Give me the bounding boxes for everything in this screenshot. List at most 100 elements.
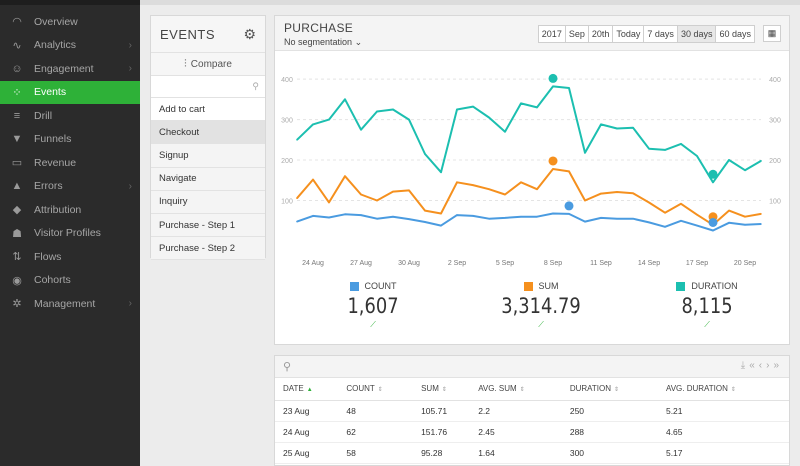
event-item[interactable]: Add to cart <box>151 98 265 122</box>
column-header[interactable]: SUM ⇕ <box>413 378 471 401</box>
compare-button[interactable]: ⫶ Compare <box>151 53 265 76</box>
funnel-icon: ▼ <box>11 133 23 146</box>
sidebar-item-drill[interactable]: ≡ Drill <box>0 104 140 128</box>
event-item[interactable]: Navigate <box>151 167 265 191</box>
y-tick-label-right: 200 <box>769 158 781 165</box>
chart-panel: PURCHASE No segmentation ⌄ 2017 Sep 20th To… <box>274 15 790 345</box>
download-icon[interactable]: ⤓ <box>740 360 750 371</box>
table-toolbar: ⚲ ⤓«‹›» <box>275 356 789 378</box>
table-cell: 58 <box>338 442 414 464</box>
period-button[interactable]: 20th <box>589 26 614 42</box>
sidebar-item-cohorts[interactable]: ◉ Cohorts <box>0 269 140 293</box>
period-button[interactable]: 2017 <box>539 26 566 42</box>
annotation-marker[interactable] <box>708 169 718 179</box>
event-search-input[interactable] <box>151 76 265 97</box>
sort-icon: ⇕ <box>441 387 447 394</box>
data-point <box>680 202 682 205</box>
data-point <box>584 220 586 223</box>
event-item[interactable]: Purchase - Step 1 <box>151 213 265 238</box>
period-button[interactable]: 30 days <box>677 26 717 42</box>
data-point <box>440 224 442 227</box>
data-point <box>696 155 698 157</box>
data-point <box>312 215 314 217</box>
sidebar-item-revenue[interactable]: ▭ Revenue <box>0 151 140 175</box>
last-page-icon[interactable]: » <box>773 360 783 371</box>
event-item[interactable]: Purchase - Step 2 <box>151 237 265 261</box>
chart-header: PURCHASE No segmentation ⌄ 2017 Sep 20th To… <box>275 16 789 51</box>
table-cell: 4.65 <box>657 421 789 443</box>
sidebar-item-management[interactable]: ✲ Management › <box>0 292 140 316</box>
table-cell: 62 <box>338 421 414 443</box>
period-button[interactable]: Today <box>613 26 645 42</box>
sidebar-item-engagement[interactable]: ☺ Engagement › <box>0 57 140 81</box>
search-icon[interactable]: ⚲ <box>283 361 292 373</box>
metric-legend[interactable]: COUNT <box>313 281 433 291</box>
period-button[interactable]: 60 days <box>719 29 751 39</box>
annotation-marker[interactable] <box>708 217 718 227</box>
sort-icon: ⇕ <box>377 387 383 394</box>
data-point <box>536 215 538 218</box>
sidebar-item-overview[interactable]: ◠ Overview <box>0 10 140 34</box>
x-tick-label: 30 Aug <box>398 260 420 267</box>
data-point <box>504 217 506 219</box>
prev-page-icon[interactable]: ‹ <box>758 360 767 371</box>
column-header[interactable]: DURATION ⇕ <box>561 378 658 401</box>
sidebar-item-analytics[interactable]: ∿ Analytics › <box>0 34 140 58</box>
data-point <box>680 143 682 145</box>
data-point <box>568 213 570 215</box>
table-tools: ⤓«‹›» <box>741 360 783 371</box>
top-bar-dark <box>0 0 140 5</box>
event-item[interactable]: Checkout <box>151 121 265 145</box>
annotation-marker[interactable] <box>548 73 558 83</box>
sidebar-item-errors[interactable]: ▲ Errors › <box>0 175 140 199</box>
data-table: DATE ▲ COUNT ⇕ SUM ⇕ AVG. SUM ⇕ DURATION ⇕ AVG. DU… <box>275 378 789 464</box>
data-point <box>552 212 554 215</box>
data-point <box>648 221 650 224</box>
data-point <box>760 213 762 215</box>
gear-icon: ✲ <box>12 298 22 311</box>
table-row: 25 Aug 58 95.28 1.64 300 5.17 <box>275 442 789 464</box>
event-item[interactable]: Signup <box>151 144 265 168</box>
table-cell: 2.2 <box>470 400 562 422</box>
data-point <box>584 199 586 202</box>
annotation-marker[interactable] <box>564 201 574 211</box>
data-point <box>696 213 698 216</box>
period-button[interactable]: 7 days <box>644 26 678 42</box>
data-point <box>456 108 458 111</box>
sidebar-item-label: Events <box>34 86 67 99</box>
period-button[interactable]: Sep <box>566 26 589 42</box>
event-item[interactable]: Inquiry <box>151 190 265 214</box>
table-row: 23 Aug 48 105.71 2.2 250 5.21 <box>275 400 789 422</box>
data-point <box>344 213 346 216</box>
table-cell: 300 <box>561 442 658 464</box>
sidebar-item-label: Revenue <box>34 156 77 169</box>
sidebar-item-funnels[interactable]: ▼ Funnels <box>0 128 140 152</box>
sidebar-item-flows[interactable]: ⇅ Flows <box>0 245 140 269</box>
sidebar-item-visitor-profiles[interactable]: ☗ Visitor Profiles <box>0 222 140 246</box>
first-page-icon[interactable]: « <box>749 360 759 371</box>
metric-legend[interactable]: SUM <box>481 281 601 291</box>
data-point <box>696 224 698 227</box>
segmentation-select[interactable]: No segmentation ⌄ <box>284 37 362 48</box>
column-header[interactable]: AVG. SUM ⇕ <box>470 378 562 401</box>
annotation-marker[interactable] <box>548 156 558 166</box>
y-tick-label-left: 100 <box>281 199 293 206</box>
sidebar-item-attribution[interactable]: ◆ Attribution <box>0 198 140 222</box>
data-point <box>360 214 362 216</box>
column-header[interactable]: DATE ▲ <box>275 378 339 401</box>
table-cell: 23 Aug <box>275 400 339 422</box>
metric-legend[interactable]: DURATION <box>647 281 767 291</box>
data-point <box>472 215 474 217</box>
calendar-icon[interactable]: ▦ <box>763 25 781 42</box>
column-header[interactable]: COUNT ⇕ <box>338 378 414 401</box>
gauge-icon: ◠ <box>12 16 22 29</box>
sidebar-item-events[interactable]: ⁘ Events <box>0 80 140 104</box>
gear-icon[interactable]: ⚙ <box>243 25 256 42</box>
sidebar-item-label: Engagement <box>34 62 94 75</box>
sidebar-item-label: Funnels <box>34 133 72 146</box>
column-header[interactable]: AVG. DURATION ⇕ <box>657 378 789 401</box>
metric-duration: DURATION 8,115 ⟋ <box>647 281 767 330</box>
data-point <box>344 98 346 101</box>
next-page-icon[interactable]: › <box>766 360 774 371</box>
x-tick-label: 14 Sep <box>638 260 660 267</box>
